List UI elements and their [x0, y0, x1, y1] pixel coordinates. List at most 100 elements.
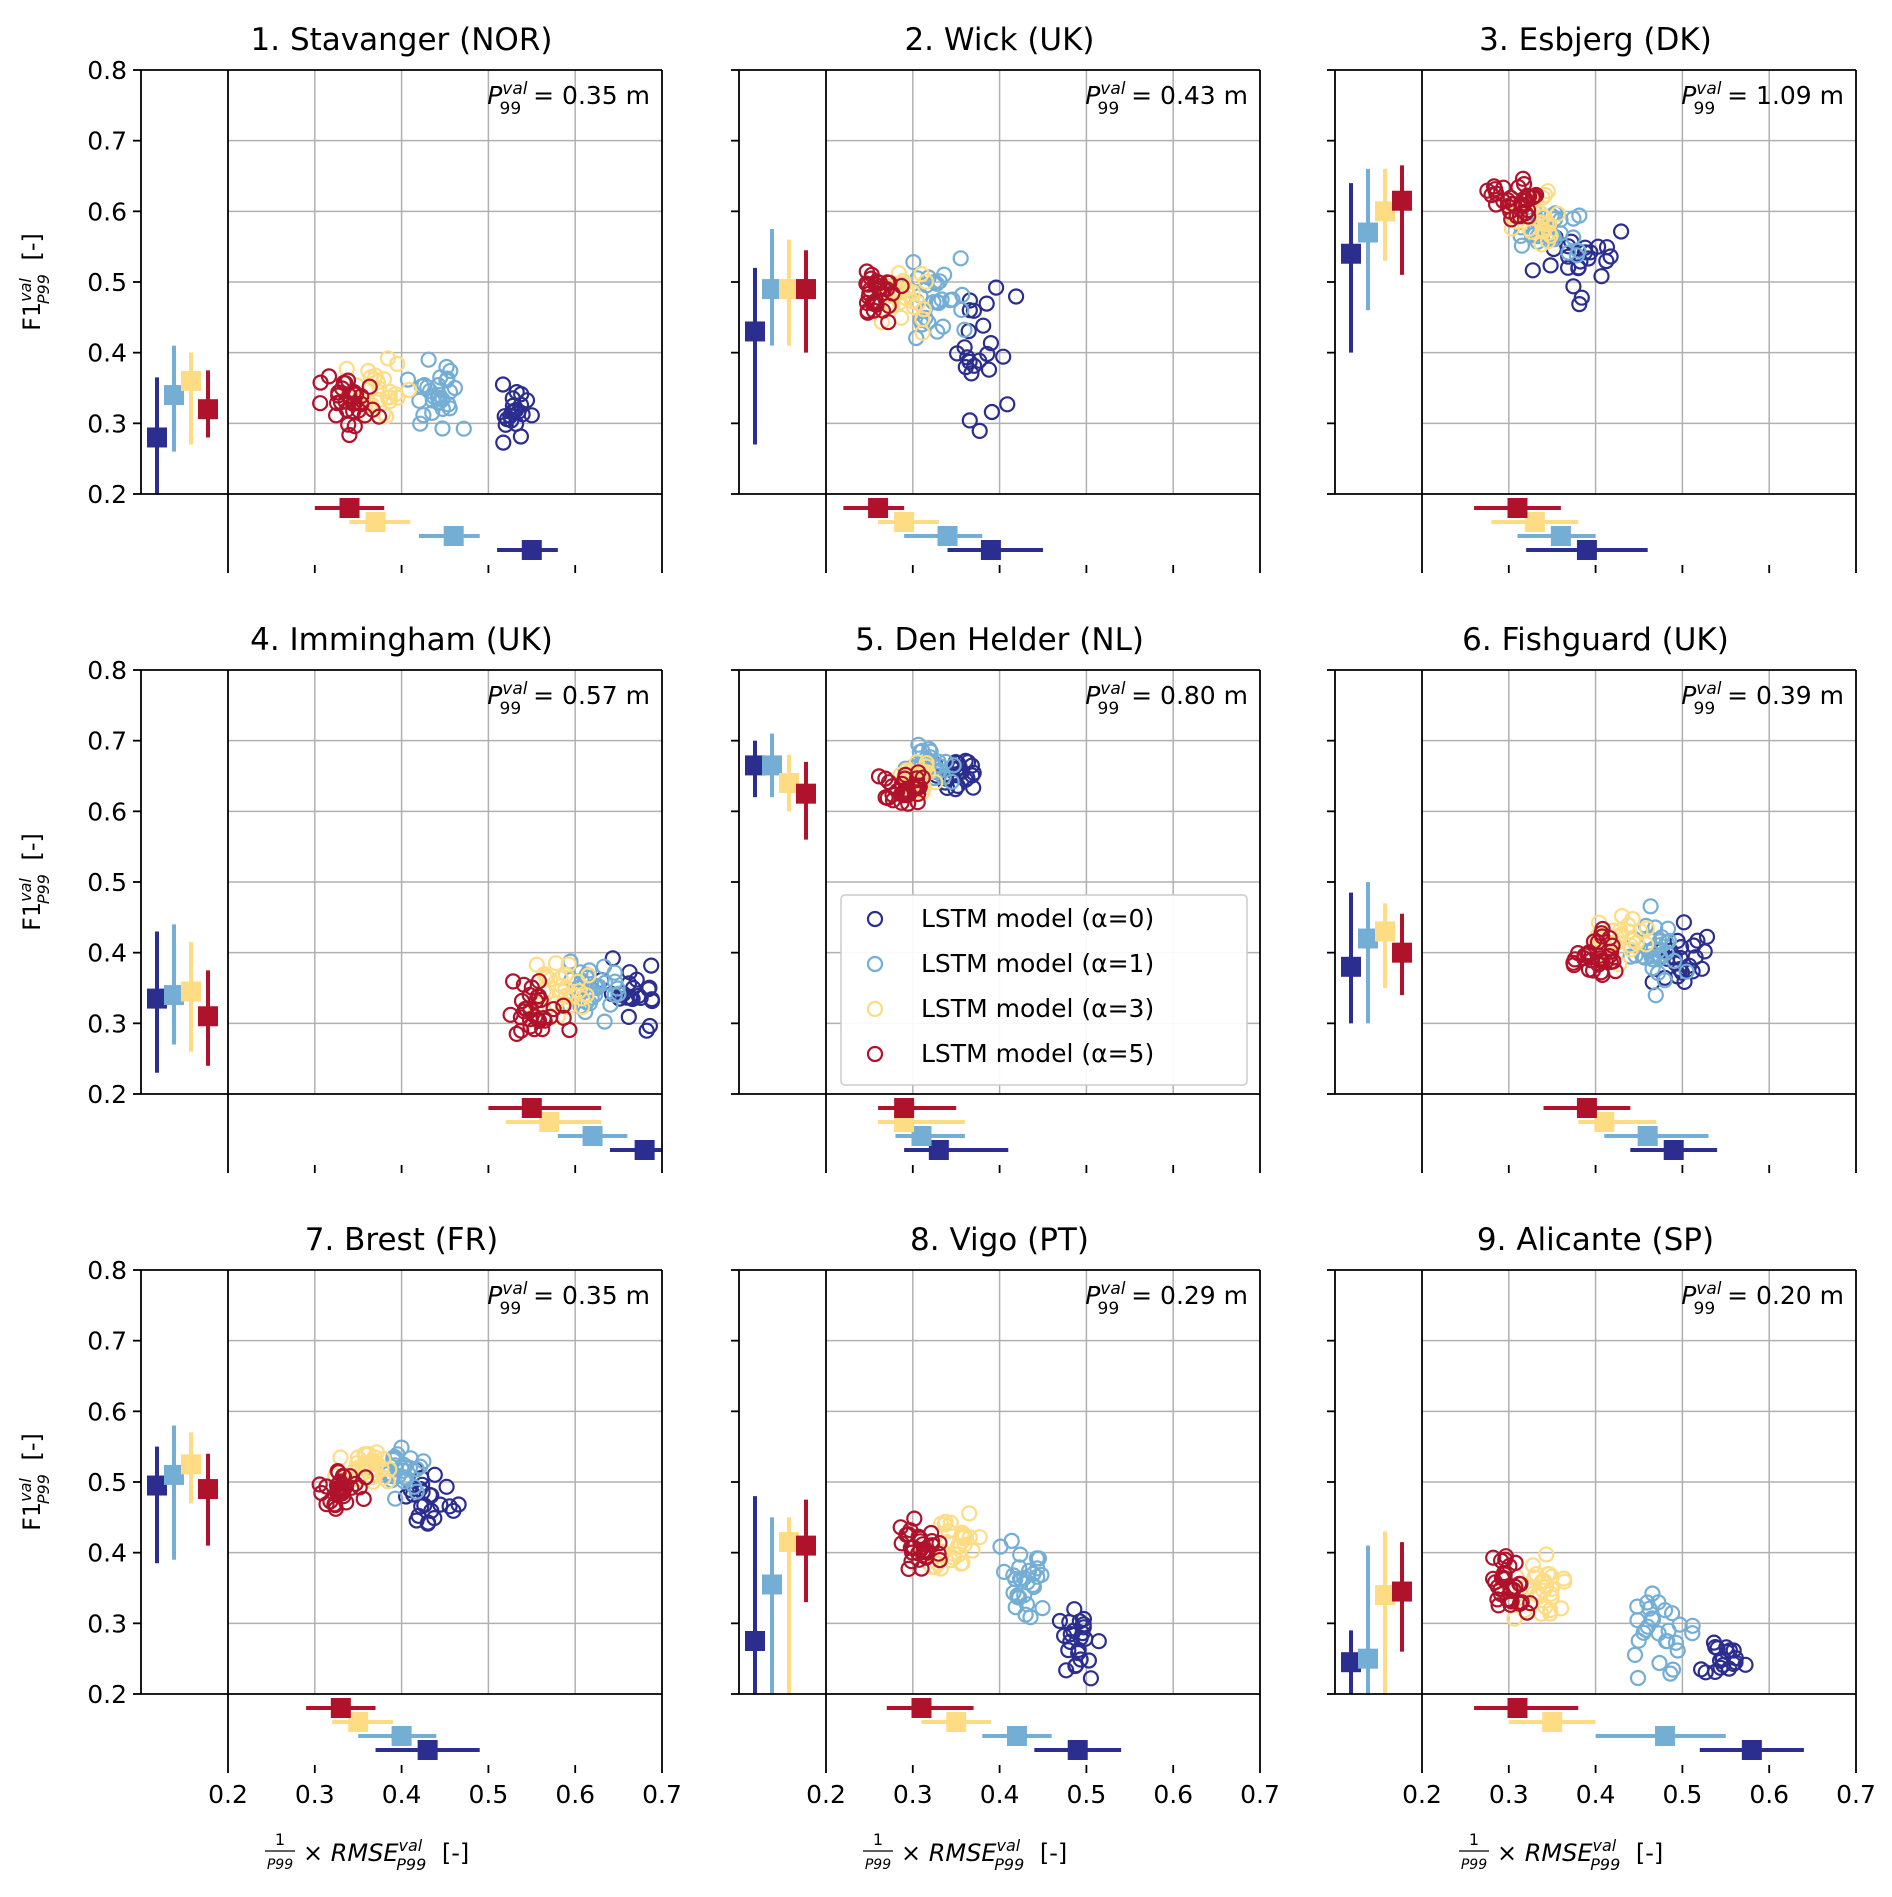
p99-annotation: Pval 99 = 0.57 m	[487, 679, 650, 719]
data-point	[995, 1563, 1013, 1581]
subplot-title: 4. Immingham (UK)	[250, 622, 553, 658]
data-point	[1012, 1546, 1029, 1563]
median-marker-x	[911, 1698, 932, 1718]
median-marker-x	[521, 540, 542, 560]
data-point	[351, 1479, 368, 1496]
data-point	[328, 407, 345, 424]
y-tick-label: 0.4	[87, 339, 127, 368]
x-axis-label-numerator: 1	[1469, 1830, 1479, 1849]
data-point	[1669, 1642, 1686, 1659]
data-point	[381, 383, 398, 400]
data-point	[1066, 1601, 1083, 1618]
data-point	[999, 396, 1016, 413]
median-marker-y	[745, 755, 765, 776]
median-marker-x	[1576, 1098, 1597, 1118]
data-point	[1565, 229, 1582, 246]
x-tick-label: 0.5	[1067, 1780, 1107, 1809]
data-point	[414, 1483, 431, 1501]
median-marker-x	[417, 1740, 438, 1760]
x-axis-label-numerator: 1	[275, 1830, 285, 1849]
median-marker-x	[911, 1126, 932, 1146]
median-marker-y	[1358, 222, 1378, 243]
p99-annotation: Pval 99 = 0.35 m	[487, 79, 650, 119]
x-tick-label: 0.6	[1153, 1780, 1193, 1809]
median-marker-y	[1392, 1581, 1412, 1602]
x-tick-label: 0.2	[806, 1780, 846, 1809]
data-point	[1028, 1550, 1046, 1567]
data-point	[884, 285, 901, 302]
x-tick-label: 0.2	[208, 1780, 248, 1809]
median-marker-y	[1341, 243, 1361, 264]
data-point	[1487, 196, 1505, 213]
data-point	[547, 955, 565, 972]
x-tick-label: 0.7	[642, 1780, 682, 1809]
data-point	[1521, 220, 1538, 237]
legend-label: LSTM model (α=1)	[921, 949, 1154, 978]
data-point	[381, 1461, 398, 1478]
data-point	[1485, 178, 1503, 195]
data-point	[1538, 1546, 1555, 1563]
data-point	[512, 428, 530, 445]
x-tick-label: 0.2	[1402, 1780, 1442, 1809]
median-marker-y	[762, 1574, 782, 1595]
data-point	[345, 403, 362, 420]
data-point	[956, 321, 973, 338]
y-tick-label: 0.2	[87, 480, 127, 509]
data-point	[961, 412, 978, 429]
p99-annotation: Pval 99 = 1.09 m	[1681, 79, 1844, 119]
data-point	[1725, 1642, 1742, 1659]
median-marker-y	[796, 1535, 816, 1556]
y-tick-label: 0.7	[87, 727, 127, 756]
x-tick-label: 0.4	[980, 1780, 1020, 1809]
median-marker-y	[198, 1006, 218, 1027]
data-point	[1495, 1569, 1513, 1587]
data-point	[1082, 1670, 1100, 1687]
data-point	[408, 1512, 425, 1529]
data-point	[1651, 1654, 1668, 1672]
data-point	[1536, 186, 1554, 203]
data-point	[1666, 952, 1683, 970]
y-tick-label: 0.3	[87, 1609, 127, 1638]
subplot-title: 9. Alicante (SP)	[1477, 1222, 1714, 1258]
subplot-9: 0.2 0.3 0.4 0.5 0.6 0.7 9. Alicante (SP) Pval 99…	[1327, 1222, 1876, 1874]
p99-annotation: Pval 99 = 0.35 m	[487, 1279, 650, 1319]
data-point	[341, 426, 358, 444]
median-marker-y	[1341, 956, 1361, 977]
data-point	[508, 1025, 525, 1043]
median-marker-x	[348, 1712, 369, 1732]
median-marker-x	[1663, 1140, 1684, 1160]
data-point	[1513, 237, 1531, 254]
median-marker-x	[391, 1726, 412, 1746]
y-axis-label: F1valP99 [-]	[16, 233, 53, 331]
data-point	[1007, 1599, 1024, 1616]
data-point	[961, 1505, 978, 1522]
data-point	[1644, 950, 1661, 968]
data-point	[1651, 947, 1669, 964]
legend-label: LSTM model (α=3)	[921, 994, 1154, 1023]
data-point	[362, 369, 380, 386]
legend-marker	[866, 955, 884, 973]
data-point	[975, 317, 992, 334]
y-tick-label: 0.7	[87, 127, 127, 156]
median-marker-y	[164, 385, 184, 406]
median-marker-y	[147, 1475, 167, 1496]
data-point	[1629, 1669, 1647, 1687]
data-point	[557, 966, 575, 983]
data-point	[957, 359, 974, 376]
data-point	[964, 767, 981, 784]
data-point	[1090, 1633, 1107, 1650]
data-point	[641, 1017, 659, 1035]
subplot-title: 3. Esbjerg (DK)	[1479, 22, 1712, 58]
data-point	[1526, 1569, 1543, 1586]
data-point	[379, 350, 396, 367]
data-point	[1601, 947, 1618, 965]
data-point	[573, 998, 591, 1016]
data-point	[620, 1008, 637, 1026]
data-point	[1542, 227, 1559, 244]
data-point	[1489, 1591, 1506, 1608]
y-tick-label: 0.7	[87, 1327, 127, 1356]
y-tick-label: 0.3	[87, 1009, 127, 1038]
median-marker-y	[198, 1479, 218, 1500]
data-point	[415, 1453, 432, 1470]
